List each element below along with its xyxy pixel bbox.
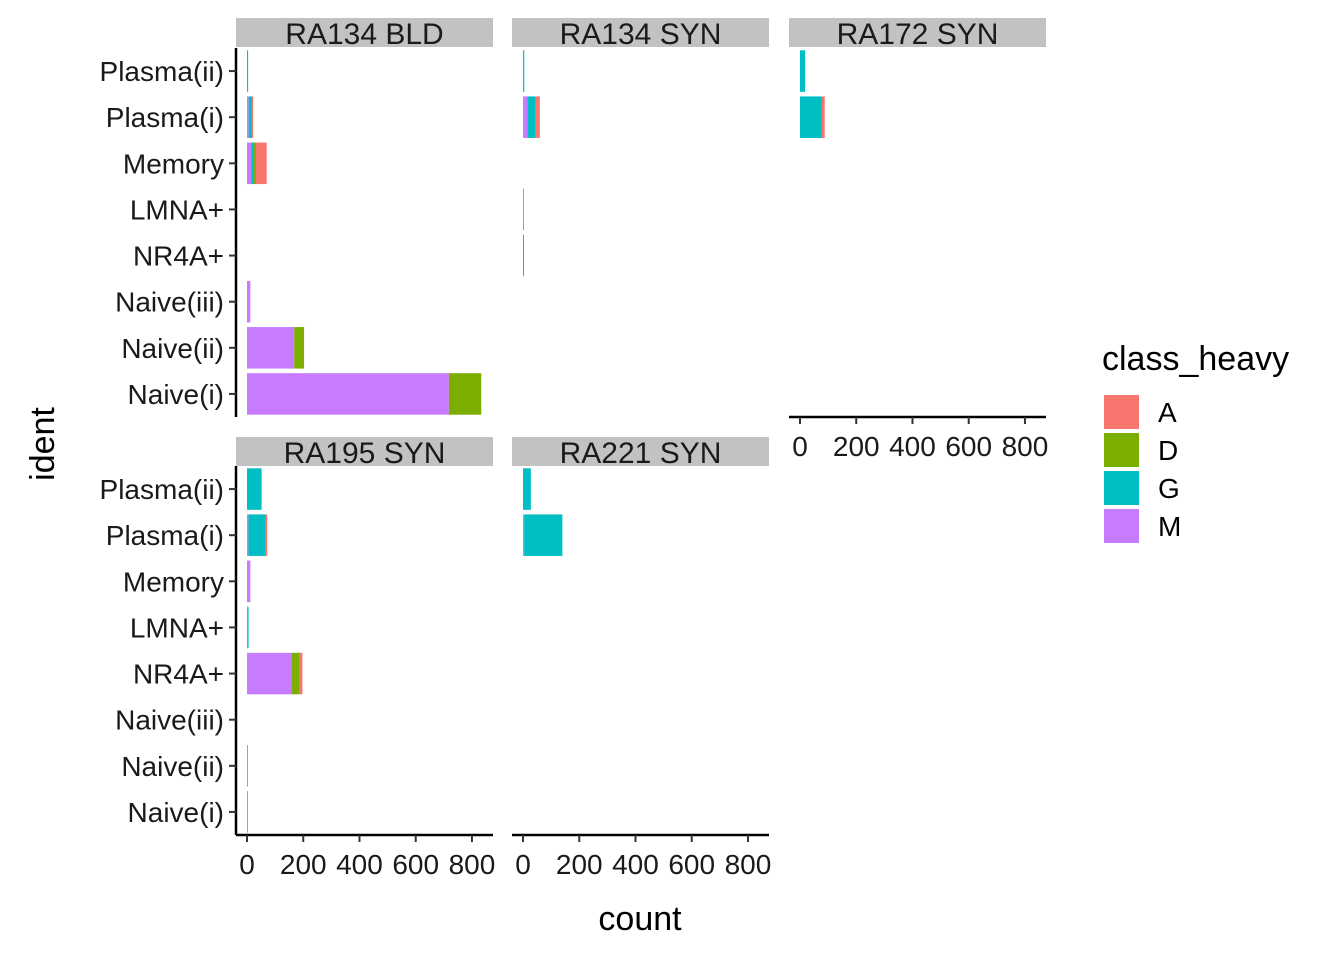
legend-key-G [1104,471,1139,505]
bar-segment-D [254,142,256,185]
bar-segment-D [523,234,524,277]
bar-segment-A [821,96,825,138]
bar-segment-G [247,468,262,510]
bar-segment-A [299,652,303,695]
x-tick-label: 400 [336,849,383,880]
facet-strip [236,437,493,466]
facet-panel: RA134 BLD [236,18,493,415]
bar-segment-G [247,606,249,649]
legend-label: G [1158,473,1180,504]
legend-key-M [1104,509,1139,543]
y-tick-label: Naive(ii) [121,333,224,364]
y-tick-label: Plasma(ii) [100,56,224,87]
legend-title: class_heavy [1102,340,1289,378]
legend-label: D [1158,435,1178,466]
y-tick-label: NR4A+ [133,241,224,272]
facet-strip-label: RA134 BLD [285,18,443,51]
bar-segment-M [247,280,251,323]
bar-segment-G [248,96,252,138]
legend-label: A [1158,397,1177,428]
facet-panel: RA134 SYN [512,18,769,277]
bar-segment-M [523,514,525,556]
facet-strip-label: RA221 SYN [560,437,722,470]
bar-segment-G [800,50,806,92]
facet-panels: RA134 BLD RA134 SYN RA172 SYN RA195 SYN RA22… [236,18,1046,833]
y-tick-label: NR4A+ [133,659,224,690]
facet-panel: RA172 SYN [789,18,1046,138]
bar-segment-G [523,50,525,92]
x-tick-label: 200 [280,849,327,880]
legend-key-D [1104,433,1139,467]
bar-segment-G [800,96,822,138]
x-tick-label: 800 [449,849,496,880]
bar-segment-G [524,514,563,556]
legend-key-A [1104,395,1139,429]
bar-segment-M [247,327,295,369]
bar-segment-D [291,652,300,695]
legend-label: M [1158,511,1181,542]
x-tick-label: 0 [515,849,531,880]
bar-segment-M [523,96,528,138]
bar-segment-M [247,142,252,185]
bar-segment-G [527,96,536,138]
x-tick-label: 0 [792,431,808,462]
y-axis-title: ident [24,407,62,481]
facet-strip [512,18,769,47]
x-tick-label: 600 [392,849,439,880]
bar-segment-G [251,142,255,185]
bar-segment-G [247,50,249,92]
bar-segment-A [255,142,267,185]
bar-segment-M [247,96,249,138]
x-tick-label: 400 [889,431,936,462]
x-tick-label: 0 [239,849,255,880]
y-tick-label: Memory [123,148,224,179]
facet-panel: RA221 SYN [512,437,769,556]
bar-segment-A [265,514,268,556]
bar-segment-D [448,373,482,415]
bar-segment-M [247,791,248,833]
bar-segment-A [535,96,540,138]
y-tick-label: Plasma(i) [106,520,224,551]
x-tick-label: 600 [945,431,992,462]
facet-strip-label: RA172 SYN [837,18,999,51]
bar-segment-M [247,606,248,649]
x-tick-label: 800 [725,849,772,880]
facet-strip [512,437,769,466]
facet-strip [236,18,493,47]
bar-segment-M [247,514,249,556]
y-tick-label: Naive(i) [128,797,224,828]
bar-segment-A [251,96,254,138]
y-tick-label: LMNA+ [130,194,224,225]
bar-segment-M [247,373,449,415]
y-tick-label: Plasma(ii) [100,474,224,505]
bar-segment-M [523,188,524,231]
axes: Plasma(ii) Plasma(i) Memory LMNA+ NR4A+ Naive… [100,48,1049,880]
bar-segment-M [247,560,251,603]
x-tick-label: 200 [833,431,880,462]
x-tick-label: 800 [1002,431,1049,462]
facet-strip-label: RA134 SYN [560,18,722,51]
bar-segment-D [294,327,305,369]
bar-segment-G [523,468,531,510]
y-tick-label: Naive(i) [128,379,224,410]
y-tick-label: LMNA+ [130,612,224,643]
facet-panel: RA195 SYN [236,437,493,833]
bar-segment-M [247,745,248,787]
x-tick-label: 600 [668,849,715,880]
y-tick-label: Naive(ii) [121,751,224,782]
x-tick-label: 200 [556,849,603,880]
y-tick-label: Plasma(i) [106,102,224,133]
facet-strip-label: RA195 SYN [284,437,446,470]
y-tick-label: Naive(iii) [115,705,224,736]
x-axis-title: count [598,900,682,938]
bar-segment-M [247,652,292,695]
y-tick-label: Naive(iii) [115,287,224,318]
y-tick-label: Memory [123,566,224,597]
bar-segment-G [248,514,266,556]
x-tick-label: 400 [612,849,659,880]
facet-strip [789,18,1046,47]
